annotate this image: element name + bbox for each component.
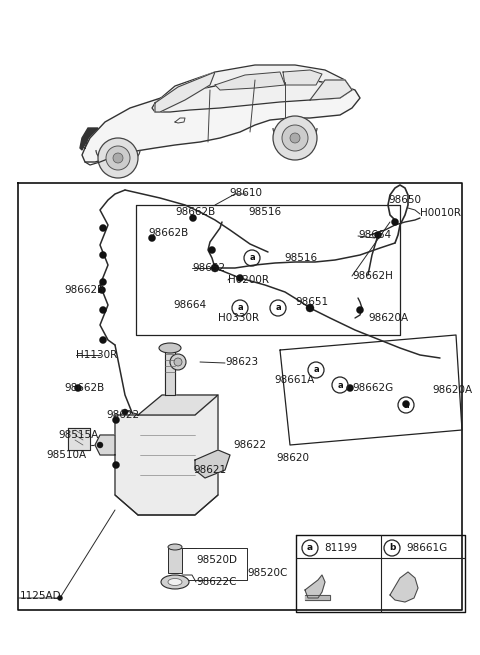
Polygon shape bbox=[152, 65, 352, 112]
Circle shape bbox=[237, 274, 243, 282]
Circle shape bbox=[98, 138, 138, 178]
Circle shape bbox=[357, 307, 363, 314]
Circle shape bbox=[99, 278, 107, 286]
Text: a: a bbox=[337, 381, 343, 390]
Text: 98662G: 98662G bbox=[352, 383, 393, 393]
Ellipse shape bbox=[159, 343, 181, 353]
Circle shape bbox=[99, 307, 107, 314]
Text: 98620A: 98620A bbox=[432, 385, 472, 395]
Text: a: a bbox=[275, 303, 281, 312]
Text: H0200R: H0200R bbox=[228, 275, 269, 285]
Ellipse shape bbox=[168, 544, 182, 550]
Circle shape bbox=[99, 337, 107, 343]
Text: 98622: 98622 bbox=[106, 410, 139, 420]
Circle shape bbox=[99, 225, 107, 231]
Circle shape bbox=[282, 125, 308, 151]
Circle shape bbox=[112, 462, 120, 468]
Circle shape bbox=[174, 358, 182, 366]
Text: 98664: 98664 bbox=[358, 230, 391, 240]
Polygon shape bbox=[68, 428, 90, 450]
Circle shape bbox=[392, 219, 398, 225]
Polygon shape bbox=[115, 395, 218, 515]
Polygon shape bbox=[390, 572, 418, 602]
Circle shape bbox=[290, 133, 300, 143]
Circle shape bbox=[99, 252, 107, 259]
Text: 81199: 81199 bbox=[324, 543, 357, 553]
Circle shape bbox=[58, 595, 62, 601]
Text: H0010R: H0010R bbox=[420, 208, 461, 218]
Text: 98662B: 98662B bbox=[148, 228, 188, 238]
Circle shape bbox=[74, 384, 82, 392]
Circle shape bbox=[211, 264, 219, 272]
Text: 98661A: 98661A bbox=[274, 375, 314, 385]
Text: 98520D: 98520D bbox=[196, 555, 237, 565]
Circle shape bbox=[273, 116, 317, 160]
Polygon shape bbox=[95, 435, 115, 455]
Polygon shape bbox=[310, 80, 352, 100]
Text: H1130R: H1130R bbox=[76, 350, 117, 360]
Text: 98662B: 98662B bbox=[64, 383, 104, 393]
Circle shape bbox=[148, 234, 156, 242]
Circle shape bbox=[113, 153, 123, 163]
Text: a: a bbox=[307, 544, 313, 553]
Text: 98516: 98516 bbox=[284, 253, 317, 263]
Circle shape bbox=[190, 214, 196, 221]
Circle shape bbox=[170, 354, 186, 370]
Text: 98661G: 98661G bbox=[406, 543, 447, 553]
Polygon shape bbox=[195, 450, 230, 478]
Polygon shape bbox=[305, 575, 325, 598]
Text: 98620A: 98620A bbox=[368, 313, 408, 323]
Text: 98520C: 98520C bbox=[247, 568, 288, 578]
Circle shape bbox=[122, 409, 128, 415]
Text: 98516: 98516 bbox=[248, 207, 281, 217]
Text: 98515A: 98515A bbox=[58, 430, 98, 440]
Circle shape bbox=[403, 400, 409, 407]
Polygon shape bbox=[305, 595, 330, 600]
Text: a: a bbox=[403, 400, 409, 409]
Text: 98610: 98610 bbox=[229, 188, 263, 198]
Polygon shape bbox=[215, 72, 285, 90]
Circle shape bbox=[106, 146, 130, 170]
Text: 98662H: 98662H bbox=[352, 271, 393, 281]
Circle shape bbox=[306, 304, 314, 312]
Circle shape bbox=[112, 417, 120, 424]
Circle shape bbox=[98, 286, 106, 293]
Text: 98651: 98651 bbox=[295, 297, 328, 307]
Text: 98622: 98622 bbox=[233, 440, 266, 450]
Circle shape bbox=[97, 442, 103, 448]
Circle shape bbox=[374, 231, 382, 238]
Text: 98652: 98652 bbox=[192, 263, 225, 273]
Text: H0330R: H0330R bbox=[218, 313, 259, 323]
Text: 98664: 98664 bbox=[173, 300, 206, 310]
Circle shape bbox=[347, 384, 353, 392]
Text: 1125AD: 1125AD bbox=[20, 591, 61, 601]
Text: a: a bbox=[313, 365, 319, 375]
Polygon shape bbox=[80, 128, 98, 150]
Text: 98650: 98650 bbox=[388, 195, 421, 205]
Ellipse shape bbox=[161, 575, 189, 589]
Text: 98662B: 98662B bbox=[64, 285, 104, 295]
Text: a: a bbox=[237, 303, 243, 312]
Text: 98662B: 98662B bbox=[175, 207, 215, 217]
Text: 98620: 98620 bbox=[276, 453, 309, 463]
Polygon shape bbox=[138, 395, 218, 415]
Text: b: b bbox=[389, 544, 395, 553]
Text: 98510A: 98510A bbox=[46, 450, 86, 460]
Polygon shape bbox=[165, 350, 175, 395]
Text: 98621: 98621 bbox=[193, 465, 226, 475]
Polygon shape bbox=[155, 72, 215, 112]
Text: 98623: 98623 bbox=[225, 357, 258, 367]
Polygon shape bbox=[82, 78, 360, 162]
Polygon shape bbox=[283, 70, 322, 85]
Circle shape bbox=[208, 246, 216, 253]
Text: a: a bbox=[249, 253, 255, 263]
Ellipse shape bbox=[168, 578, 182, 586]
Bar bbox=[168, 548, 182, 573]
Text: 98622C: 98622C bbox=[196, 577, 237, 587]
